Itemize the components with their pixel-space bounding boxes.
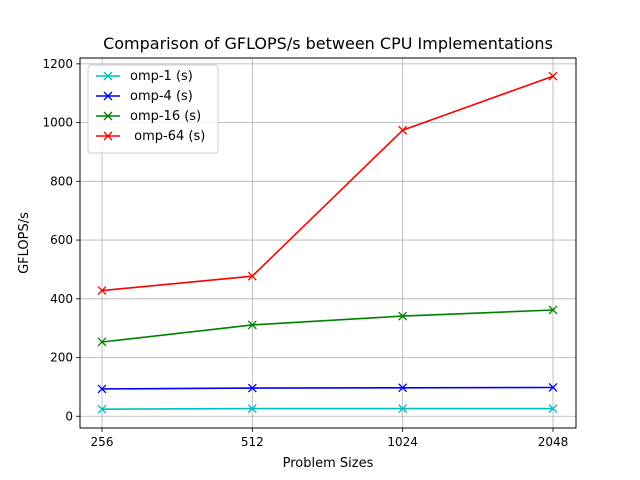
y-tick-label: 200: [50, 351, 73, 365]
legend-marker: [103, 71, 113, 81]
y-tick-label: 0: [65, 409, 73, 423]
data-point: [247, 383, 257, 393]
data-point: [247, 404, 257, 414]
series-3: [97, 305, 558, 347]
legend-box: [87, 64, 219, 154]
legend-item: omp-64 (s): [96, 129, 205, 144]
legend-marker: [103, 111, 113, 121]
data-point: [97, 404, 107, 414]
grid: [80, 58, 576, 428]
x-tick-label: 256: [91, 435, 114, 449]
series-line: [101, 407, 553, 411]
chart-title: Comparison of GFLOPS/s between CPU Imple…: [103, 34, 553, 53]
data-point: [548, 383, 558, 392]
series-line: [101, 386, 554, 390]
legend-item: omp-1 (s): [96, 69, 193, 84]
series-2: [97, 383, 558, 394]
legend-marker: [103, 91, 113, 101]
y-axis: 0 200 400 600 800 1000 1200: [42, 57, 80, 423]
legend-marker: [103, 131, 113, 141]
x-axis: 256 512 1024 2048: [91, 428, 569, 449]
legend-label: omp-4 (s): [130, 89, 193, 104]
y-tick-label: 600: [50, 233, 73, 247]
data-point: [548, 71, 558, 81]
series-1: [97, 404, 558, 414]
legend: omp-1 (s) omp-4 (s) omp-16 (s) omp-64 (s): [87, 64, 219, 154]
legend-label: omp-16 (s): [130, 109, 201, 124]
series-line: [101, 309, 554, 343]
x-tick-label: 512: [241, 435, 264, 449]
x-tick-label: 1024: [387, 435, 418, 449]
y-tick-label: 1000: [42, 116, 73, 130]
data-point: [548, 404, 558, 414]
series-layer: [97, 71, 558, 414]
legend-item: omp-4 (s): [96, 89, 193, 104]
legend-label: omp-1 (s): [130, 69, 193, 84]
y-tick-label: 1200: [42, 57, 73, 71]
x-tick-label: 2048: [538, 435, 569, 449]
series-4: [97, 71, 558, 296]
data-point: [398, 125, 408, 135]
legend-label: omp-64 (s): [130, 129, 205, 144]
data-point: [398, 404, 408, 414]
plot-frame: [79, 57, 577, 429]
x-axis-label: Problem Sizes: [283, 456, 374, 471]
data-point: [398, 311, 408, 321]
y-axis-label: GFLOPS/s: [17, 212, 32, 274]
data-point: [548, 305, 558, 315]
y-tick-label: 800: [50, 174, 73, 188]
data-point: [97, 286, 107, 296]
data-point: [398, 383, 408, 393]
series-line: [101, 75, 554, 292]
y-tick-label: 400: [50, 292, 73, 306]
data-point: [247, 271, 257, 281]
legend-item: omp-16 (s): [96, 109, 201, 124]
data-point: [97, 337, 107, 347]
data-point: [97, 384, 107, 394]
data-point: [247, 320, 257, 330]
